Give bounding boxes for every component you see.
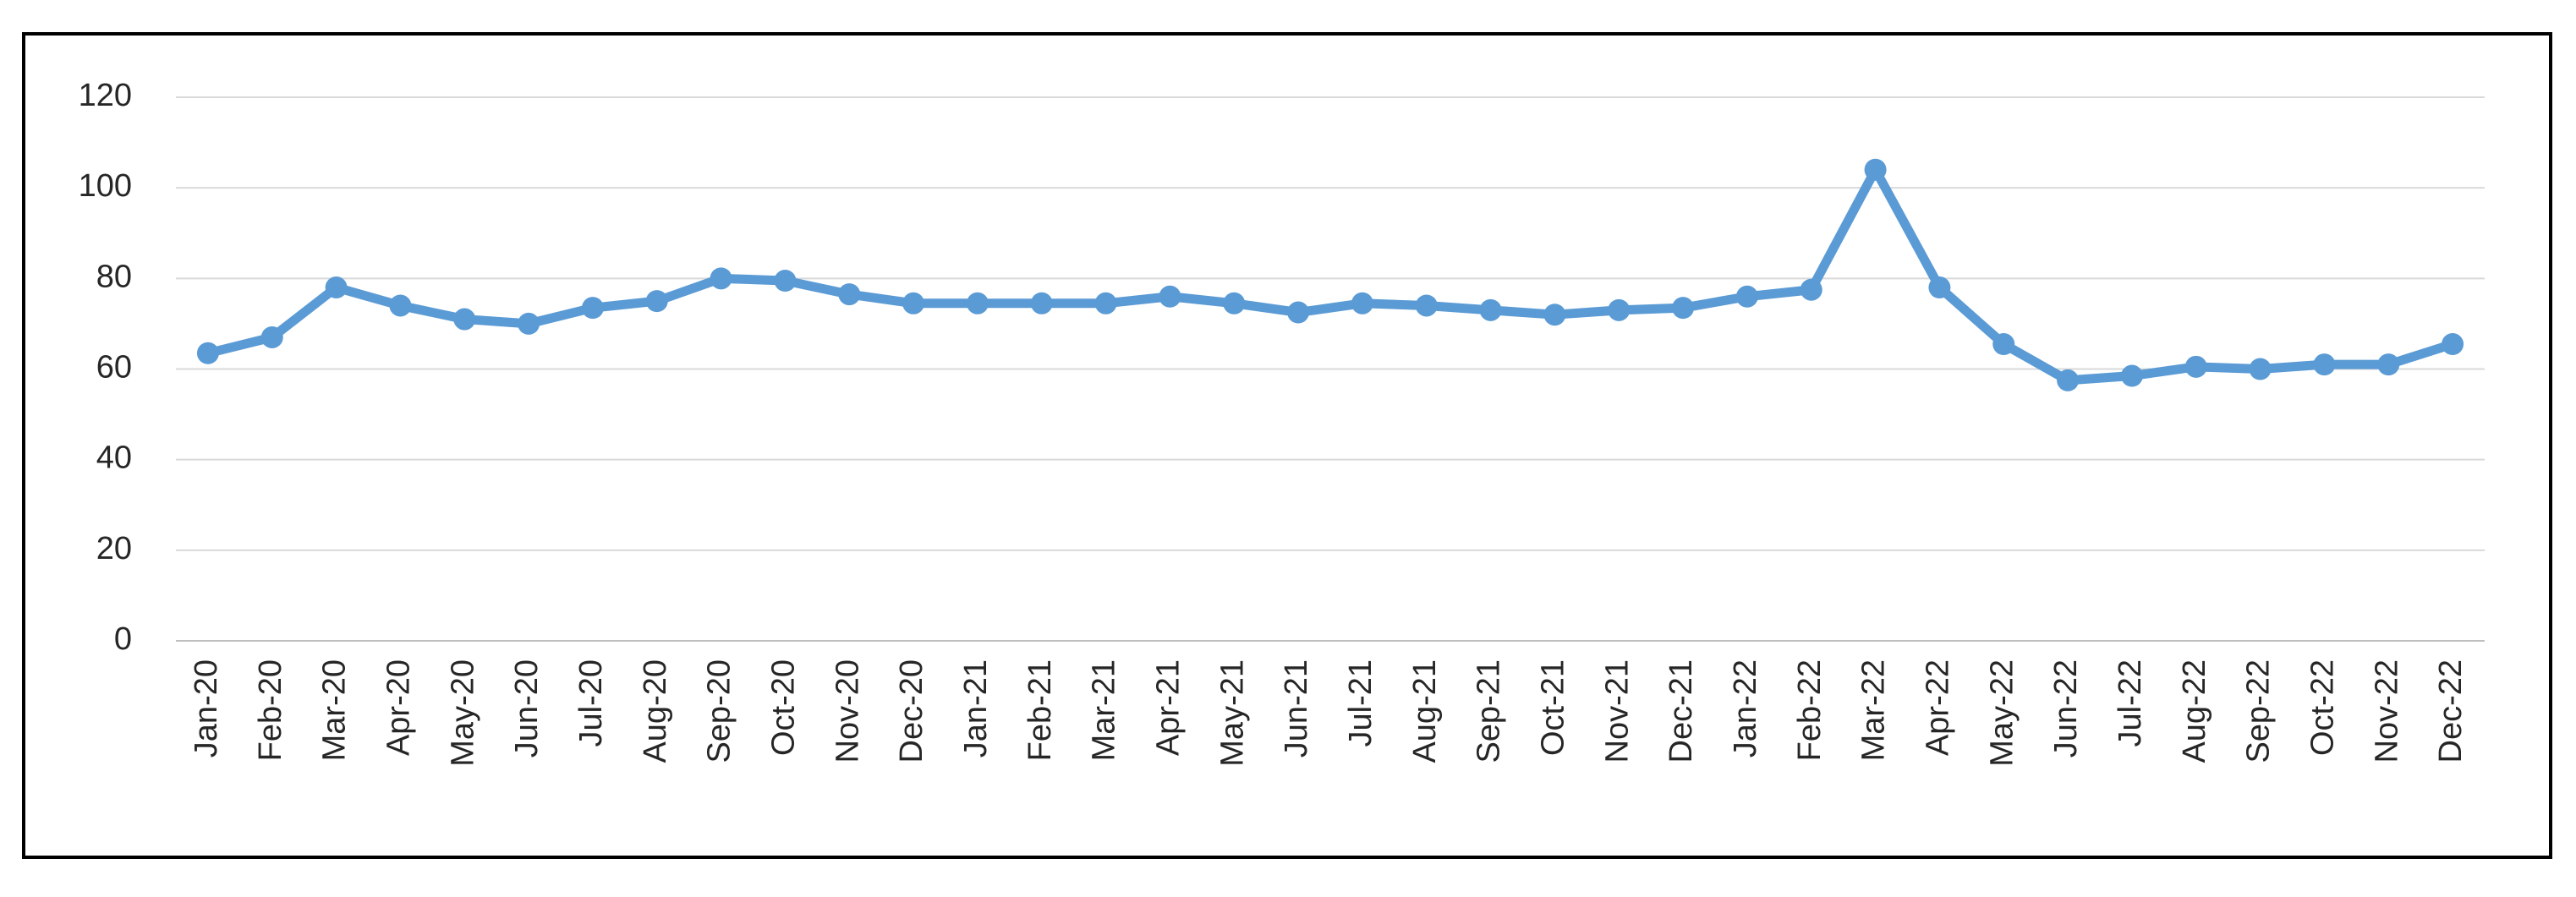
y-tick-label: 20 bbox=[96, 531, 132, 566]
data-point bbox=[1030, 292, 1053, 314]
y-tick-label: 120 bbox=[79, 78, 132, 113]
x-tick-label: Nov-22 bbox=[2369, 659, 2404, 763]
x-tick-label: Sep-20 bbox=[702, 659, 737, 763]
x-tick-label: Feb-20 bbox=[253, 659, 288, 761]
data-point bbox=[260, 325, 283, 348]
data-point bbox=[325, 276, 348, 299]
data-point bbox=[1287, 301, 1310, 324]
y-tick-label: 40 bbox=[96, 440, 132, 476]
x-tick-label: May-21 bbox=[1214, 659, 1250, 767]
data-point bbox=[389, 294, 412, 317]
x-tick-label: Mar-22 bbox=[1856, 659, 1892, 761]
x-tick-label: Feb-22 bbox=[1792, 659, 1828, 761]
x-tick-label: Nov-20 bbox=[830, 659, 865, 763]
x-tick-label: Oct-21 bbox=[1535, 659, 1570, 756]
data-point bbox=[2120, 364, 2143, 387]
data-point bbox=[1543, 304, 1566, 326]
data-point bbox=[1992, 333, 2015, 356]
y-tick-label: 0 bbox=[114, 621, 132, 657]
x-tick-label: Apr-20 bbox=[381, 659, 416, 756]
x-tick-label: Jan-21 bbox=[958, 659, 994, 758]
x-tick-label: Jul-20 bbox=[573, 659, 609, 747]
x-tick-label: Dec-22 bbox=[2433, 659, 2469, 763]
data-point bbox=[518, 312, 540, 335]
y-tick-label: 60 bbox=[96, 350, 132, 386]
data-point bbox=[2377, 353, 2400, 376]
data-point bbox=[966, 292, 989, 314]
x-tick-label: Jul-21 bbox=[1343, 659, 1378, 747]
data-point bbox=[2442, 333, 2464, 356]
data-point bbox=[1094, 292, 1117, 314]
data-point bbox=[1479, 298, 1502, 321]
x-tick-label: Mar-20 bbox=[317, 659, 353, 761]
data-point bbox=[2184, 355, 2207, 378]
data-point bbox=[1800, 278, 1822, 301]
data-point bbox=[1672, 297, 1695, 320]
x-tick-label: Apr-22 bbox=[1920, 659, 1955, 756]
x-tick-label: Jan-22 bbox=[1728, 659, 1763, 758]
chart-border bbox=[22, 32, 2552, 859]
x-tick-label: May-20 bbox=[445, 659, 480, 767]
data-point bbox=[2057, 369, 2080, 391]
x-tick-label: Jun-22 bbox=[2048, 659, 2084, 758]
data-point bbox=[1223, 292, 1246, 314]
x-tick-label: May-22 bbox=[1984, 659, 2020, 767]
x-tick-label: Dec-20 bbox=[894, 659, 929, 763]
data-point bbox=[453, 308, 476, 331]
x-tick-label: Jun-21 bbox=[1279, 659, 1314, 758]
x-tick-label: Mar-21 bbox=[1087, 659, 1122, 761]
data-point bbox=[2249, 358, 2272, 380]
y-tick-label: 80 bbox=[96, 259, 132, 294]
data-point bbox=[645, 290, 668, 313]
data-point bbox=[1928, 276, 1951, 299]
data-point bbox=[1159, 285, 1181, 308]
x-tick-label: Oct-20 bbox=[765, 659, 801, 756]
data-point bbox=[196, 342, 219, 364]
data-point bbox=[1608, 298, 1631, 321]
x-tick-label: Jan-20 bbox=[189, 659, 224, 758]
x-tick-label: Sep-22 bbox=[2241, 659, 2277, 763]
data-point bbox=[1864, 158, 1887, 181]
data-point bbox=[1351, 292, 1373, 314]
data-point bbox=[710, 267, 732, 290]
x-tick-label: Sep-21 bbox=[1472, 659, 1507, 763]
data-point bbox=[581, 297, 604, 320]
x-tick-label: Nov-21 bbox=[1599, 659, 1635, 763]
y-tick-label: 100 bbox=[79, 168, 132, 204]
x-tick-label: Aug-22 bbox=[2177, 659, 2212, 763]
x-tick-label: Apr-21 bbox=[1150, 659, 1186, 756]
data-point bbox=[838, 283, 861, 306]
data-point bbox=[902, 292, 925, 314]
x-tick-label: Oct-22 bbox=[2305, 659, 2340, 756]
x-tick-label: Jul-22 bbox=[2113, 659, 2148, 747]
x-tick-label: Jun-20 bbox=[509, 659, 545, 758]
x-tick-label: Feb-21 bbox=[1022, 659, 1058, 761]
data-point bbox=[2313, 353, 2336, 376]
data-point bbox=[774, 270, 797, 293]
x-tick-label: Dec-21 bbox=[1663, 659, 1699, 763]
data-point bbox=[1415, 294, 1438, 317]
x-tick-label: Aug-20 bbox=[638, 659, 673, 763]
x-tick-label: Aug-21 bbox=[1407, 659, 1443, 763]
data-point bbox=[1735, 285, 1758, 308]
